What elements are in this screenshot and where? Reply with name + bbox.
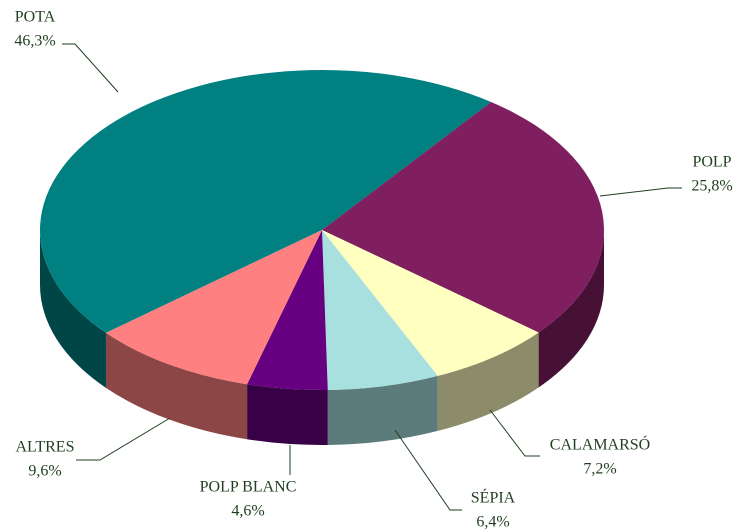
slice-value-label: 9,6% <box>28 463 61 480</box>
slice-label: POLP <box>692 154 731 171</box>
leader-line <box>394 429 462 511</box>
slice-label: SÉPIA <box>471 488 516 507</box>
pie-slice <box>322 101 604 333</box>
slice-value-label: 7,2% <box>583 461 616 478</box>
slice-value-label: 4,6% <box>231 503 264 520</box>
leader-line <box>489 409 540 457</box>
pie-slice <box>247 230 328 390</box>
pie-slice-side <box>105 332 248 440</box>
pie-slice-side <box>538 230 604 388</box>
slice-value-label: 6,4% <box>476 514 509 530</box>
leader-line <box>62 43 119 93</box>
pie-slice-side <box>40 230 106 388</box>
pie-slice-side <box>247 384 328 445</box>
slice-label: POLP BLANC <box>200 479 297 496</box>
slice-value-label: 25,8% <box>691 178 732 195</box>
pie-slice <box>105 230 322 385</box>
slice-label: ALTRES <box>16 439 75 456</box>
pie-slice <box>322 230 539 376</box>
pie-slice-side <box>437 332 539 431</box>
leader-line <box>599 187 682 197</box>
slice-label: CALAMARSÓ <box>550 435 650 454</box>
slice-value-label: 46,3% <box>14 33 55 50</box>
pie-slice <box>322 230 438 390</box>
slice-label: POTA <box>15 9 56 26</box>
pie-slice-side <box>327 375 438 445</box>
pie-slice <box>40 70 492 333</box>
leader-line <box>76 417 171 461</box>
